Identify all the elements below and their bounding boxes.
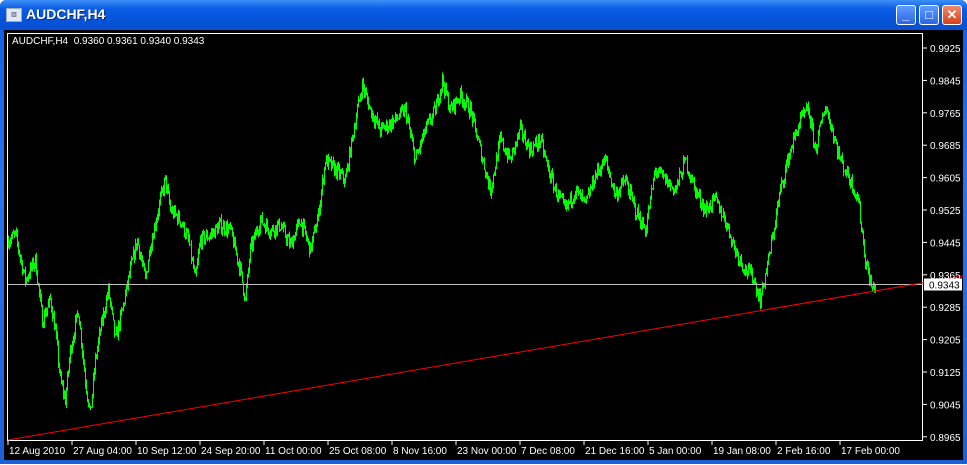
time-tick-label: 7 Dec 08:00 bbox=[521, 446, 575, 457]
minimize-button[interactable]: _ bbox=[896, 5, 916, 25]
time-tick-label: 10 Sep 12:00 bbox=[137, 446, 197, 457]
price-chart[interactable]: 0.9925 0.9845 0.9765 0.9685 0.9605 0.9525 0.94… bbox=[4, 30, 967, 460]
price-tick-label: 0.9365 bbox=[930, 271, 961, 282]
window-title: AUDCHF,H4 bbox=[26, 6, 106, 22]
trendline[interactable] bbox=[7, 274, 967, 441]
svg-text:0.9343: 0.9343 bbox=[929, 281, 960, 292]
chart-window-icon: ▥ bbox=[6, 8, 22, 22]
time-tick-label: 17 Feb 00:00 bbox=[841, 446, 900, 457]
price-tick-label: 0.9685 bbox=[930, 141, 961, 152]
price-bar-series bbox=[8, 72, 876, 410]
chart-canvas[interactable]: 0.9925 0.9845 0.9765 0.9685 0.9605 0.9525 0.94… bbox=[4, 30, 967, 460]
time-tick-label: 23 Nov 00:00 bbox=[457, 446, 517, 457]
price-tick-label: 0.9045 bbox=[930, 400, 961, 411]
time-tick-label: 5 Jan 00:00 bbox=[649, 446, 702, 457]
price-bars bbox=[8, 72, 876, 410]
price-tick-label: 0.9445 bbox=[930, 238, 961, 249]
time-axis: 12 Aug 2010 27 Aug 04:00 10 Sep 12:00 24 Se… bbox=[7, 440, 900, 457]
symbol-label: AUDCHF,H4 bbox=[12, 36, 69, 47]
time-tick-label: 19 Jan 08:00 bbox=[713, 446, 771, 457]
maximize-button[interactable]: □ bbox=[919, 5, 939, 25]
title-bar[interactable]: ▥ AUDCHF,H4 _ □ ✕ bbox=[0, 0, 967, 30]
time-tick-label: 27 Aug 04:00 bbox=[73, 446, 132, 457]
chart-info-line: AUDCHF,H4 0.9360 0.9361 0.9340 0.9343 bbox=[12, 36, 204, 47]
time-tick-label: 24 Sep 20:00 bbox=[201, 446, 261, 457]
price-axis: 0.9925 0.9845 0.9765 0.9685 0.9605 0.9525 0.94… bbox=[923, 44, 961, 444]
close-button[interactable]: ✕ bbox=[942, 5, 962, 25]
price-tick-label: 0.9125 bbox=[930, 368, 961, 379]
time-tick-label: 21 Dec 16:00 bbox=[585, 446, 645, 457]
price-tick-label: 0.9525 bbox=[930, 206, 961, 217]
time-tick-label: 8 Nov 16:00 bbox=[393, 446, 447, 457]
price-tick-label: 0.9285 bbox=[930, 303, 961, 314]
ohlc-values: 0.9360 0.9361 0.9340 0.9343 bbox=[73, 36, 205, 47]
current-price-label: 0.9343 bbox=[924, 278, 962, 292]
plot-frame bbox=[7, 33, 923, 441]
time-tick-label: 12 Aug 2010 bbox=[9, 446, 66, 457]
price-tick-label: 0.9605 bbox=[930, 174, 961, 185]
price-tick-label: 0.9205 bbox=[930, 336, 961, 347]
price-tick-label: 0.9925 bbox=[930, 44, 961, 55]
time-tick-label: 25 Oct 08:00 bbox=[329, 446, 387, 457]
price-tick-label: 0.9845 bbox=[930, 76, 961, 87]
price-tick-label: 0.9765 bbox=[930, 109, 961, 120]
time-tick-label: 11 Oct 00:00 bbox=[265, 446, 322, 457]
time-tick-label: 2 Feb 16:00 bbox=[777, 446, 831, 457]
price-tick-label: 0.8965 bbox=[930, 433, 961, 444]
